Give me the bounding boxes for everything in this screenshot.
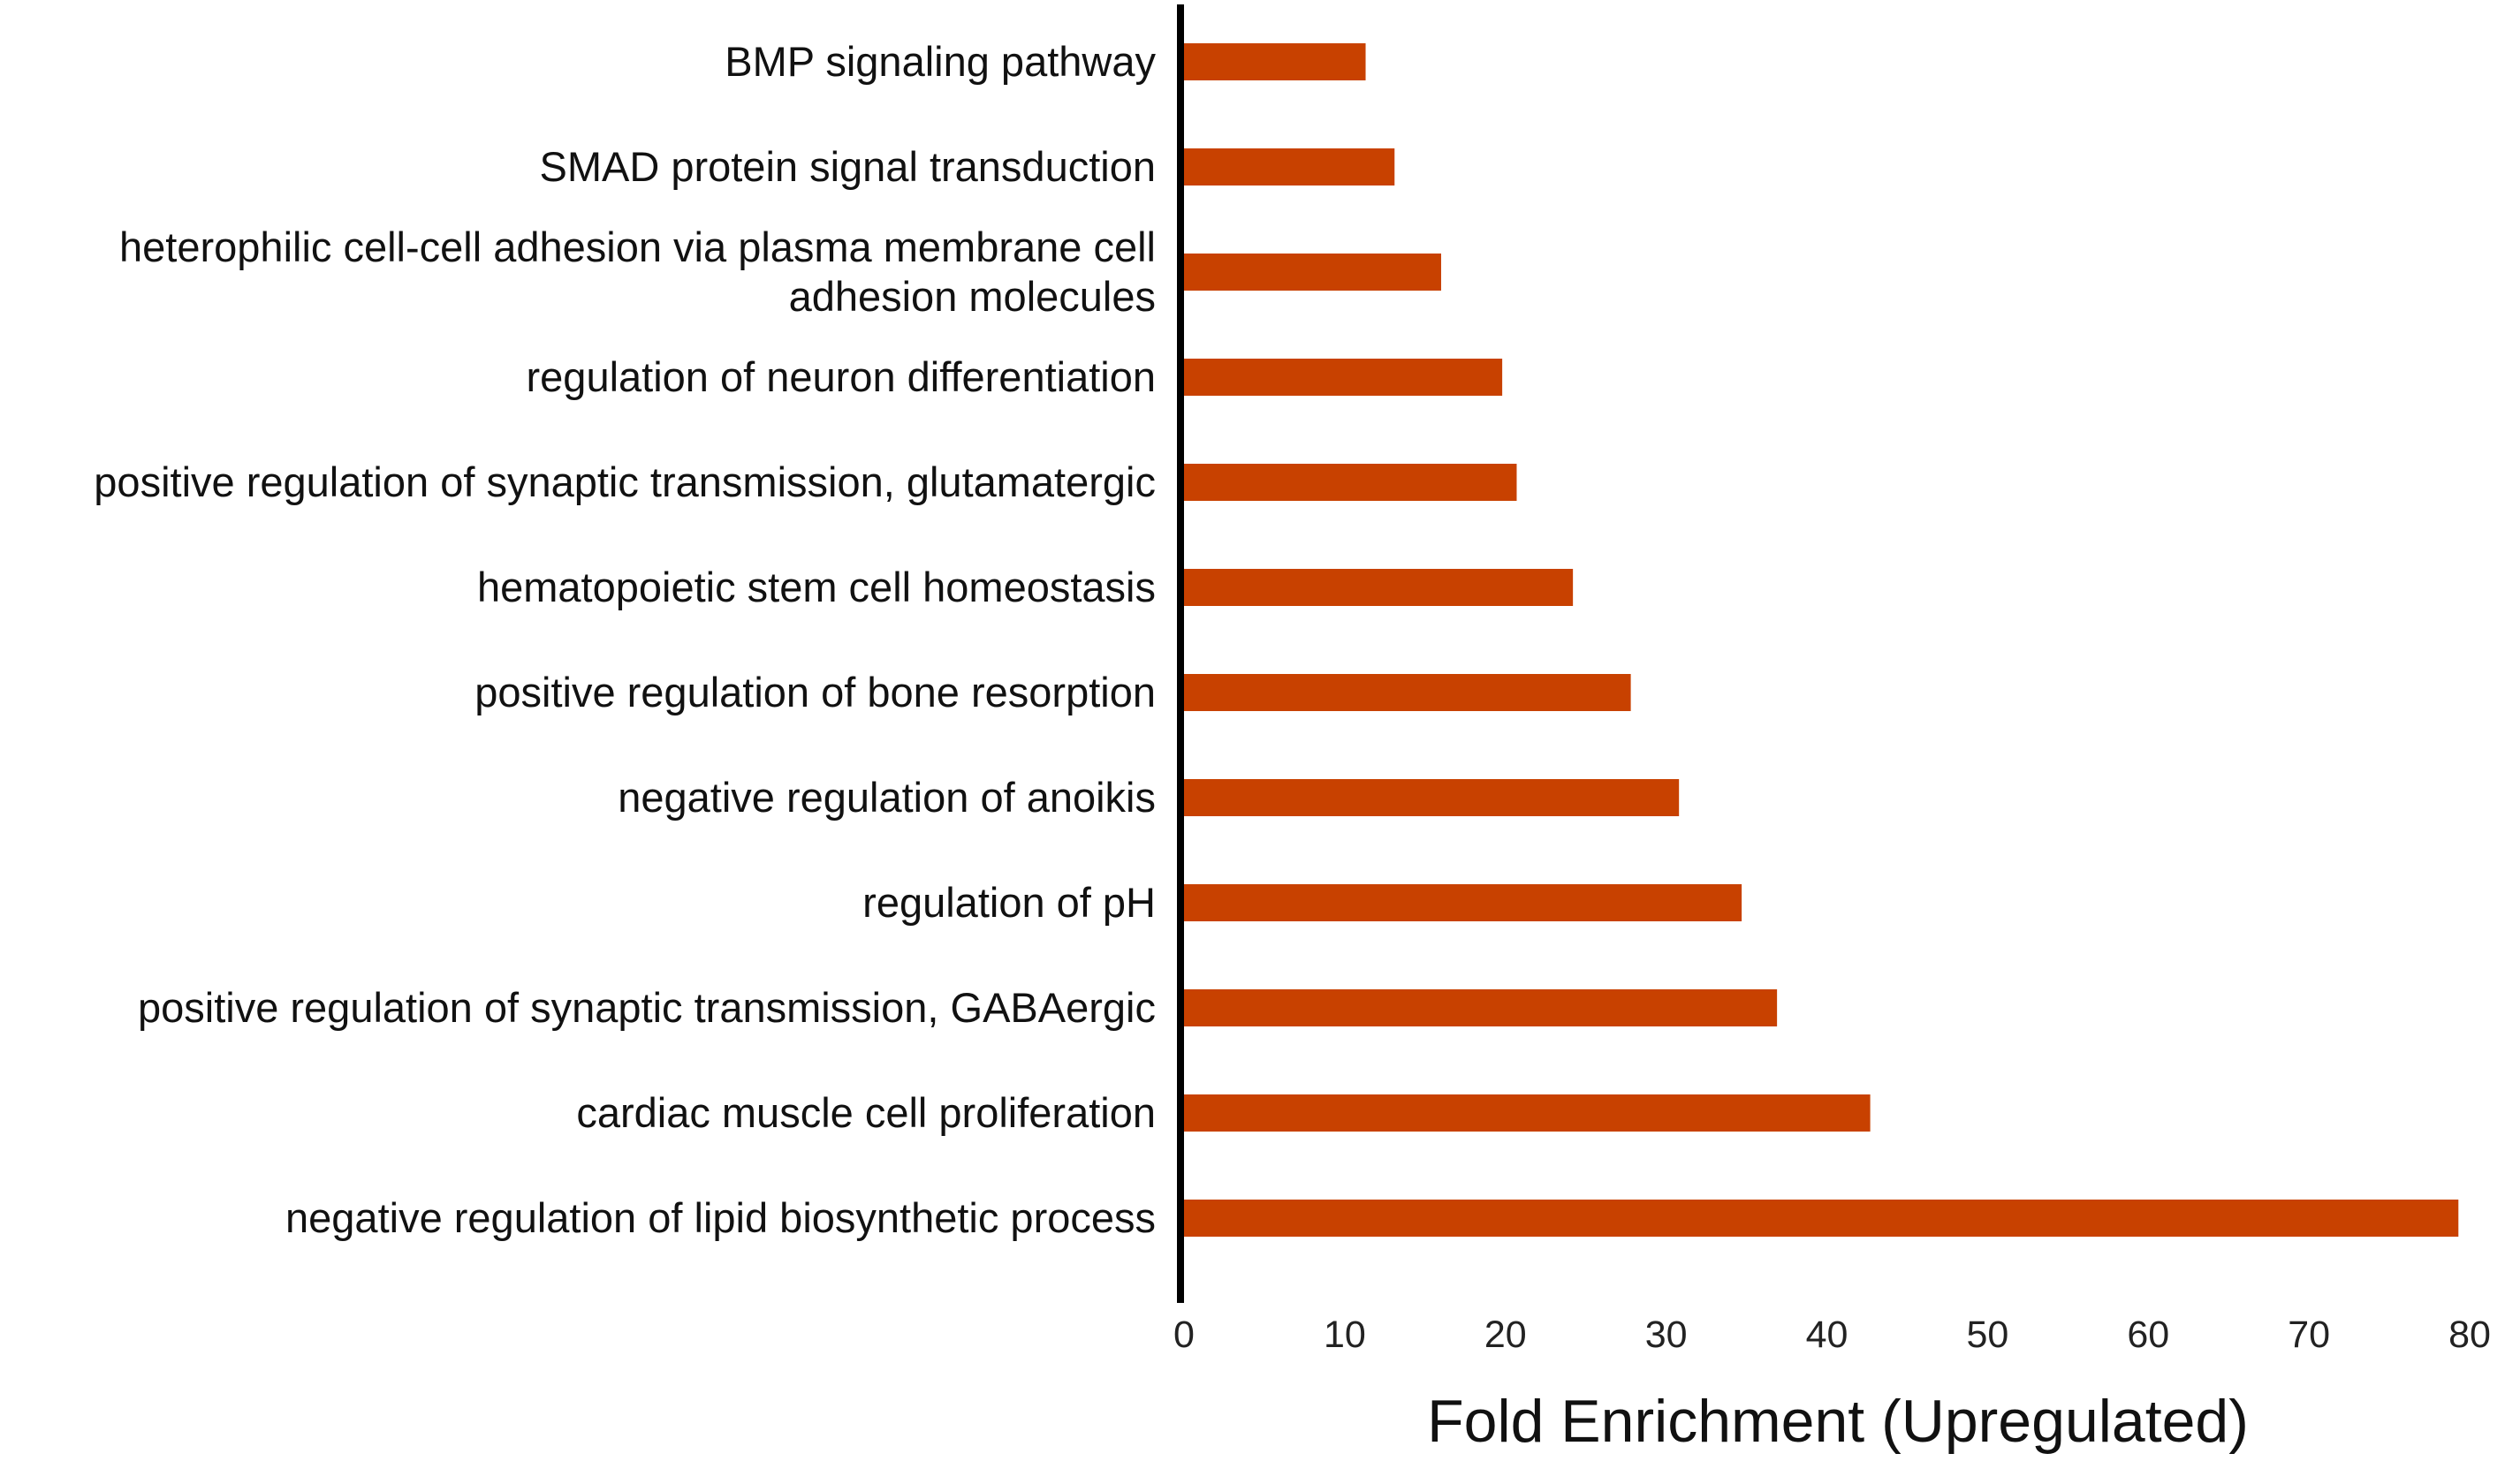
bar-11 bbox=[1184, 1094, 1871, 1132]
bar-2 bbox=[1184, 148, 1395, 186]
category-label-line: heterophilic cell-cell adhesion via plas… bbox=[119, 223, 1156, 270]
x-tick-labels-group: 0 10 20 30 40 50 60 70 80 bbox=[1173, 1314, 2491, 1356]
bar-7 bbox=[1184, 674, 1631, 711]
bars-group bbox=[1184, 43, 2459, 1237]
category-label-line: hematopoietic stem cell homeostasis bbox=[477, 564, 1156, 610]
bar-1 bbox=[1184, 43, 1366, 80]
x-tick-label-40: 40 bbox=[1806, 1314, 1848, 1356]
bar-12 bbox=[1184, 1200, 2459, 1237]
category-label-2: SMAD protein signal transduction bbox=[539, 143, 1156, 190]
category-label-11: cardiac muscle cell proliferation bbox=[576, 1089, 1156, 1136]
category-label-line: cardiac muscle cell proliferation bbox=[576, 1089, 1156, 1136]
bar-5 bbox=[1184, 464, 1517, 501]
category-label-3: heterophilic cell-cell adhesion via plas… bbox=[119, 223, 1156, 320]
category-label-12: negative regulation of lipid biosyntheti… bbox=[285, 1194, 1156, 1241]
bar-4 bbox=[1184, 359, 1503, 396]
category-label-line: positive regulation of bone resorption bbox=[474, 669, 1156, 716]
x-tick-label-30: 30 bbox=[1645, 1314, 1688, 1356]
x-tick-label-20: 20 bbox=[1484, 1314, 1527, 1356]
category-label-line: negative regulation of lipid biosyntheti… bbox=[285, 1194, 1156, 1241]
category-label-7: positive regulation of bone resorption bbox=[474, 669, 1156, 716]
x-tick-label-0: 0 bbox=[1173, 1314, 1195, 1356]
category-label-line: regulation of neuron differentiation bbox=[527, 353, 1156, 400]
bar-8 bbox=[1184, 779, 1680, 816]
category-label-10: positive regulation of synaptic transmis… bbox=[138, 984, 1156, 1031]
x-axis-title: Fold Enrichment (Upregulated) bbox=[1427, 1388, 2249, 1455]
bar-9 bbox=[1184, 884, 1742, 921]
category-label-9: regulation of pH bbox=[862, 879, 1156, 926]
x-tick-label-50: 50 bbox=[1966, 1314, 2008, 1356]
x-tick-label-80: 80 bbox=[2448, 1314, 2491, 1356]
category-label-line: positive regulation of synaptic transmis… bbox=[138, 984, 1156, 1031]
category-label-1: BMP signaling pathway bbox=[725, 38, 1156, 85]
category-label-line: BMP signaling pathway bbox=[725, 38, 1156, 85]
x-tick-label-70: 70 bbox=[2288, 1314, 2330, 1356]
bar-10 bbox=[1184, 989, 1778, 1026]
bar-6 bbox=[1184, 569, 1574, 606]
category-labels-group: BMP signaling pathway SMAD protein signal… bbox=[94, 38, 1156, 1241]
category-label-line: adhesion molecules bbox=[789, 273, 1156, 320]
category-label-4: regulation of neuron differentiation bbox=[527, 353, 1156, 400]
category-label-line: SMAD protein signal transduction bbox=[539, 143, 1156, 190]
category-label-5: positive regulation of synaptic transmis… bbox=[94, 458, 1156, 505]
category-label-line: positive regulation of synaptic transmis… bbox=[94, 458, 1156, 505]
category-label-line: regulation of pH bbox=[862, 879, 1156, 926]
bar-3 bbox=[1184, 254, 1441, 291]
category-label-6: hematopoietic stem cell homeostasis bbox=[477, 564, 1156, 610]
category-label-line: negative regulation of anoikis bbox=[618, 774, 1156, 821]
x-tick-label-60: 60 bbox=[2127, 1314, 2169, 1356]
category-label-8: negative regulation of anoikis bbox=[618, 774, 1156, 821]
x-tick-label-10: 10 bbox=[1324, 1314, 1366, 1356]
